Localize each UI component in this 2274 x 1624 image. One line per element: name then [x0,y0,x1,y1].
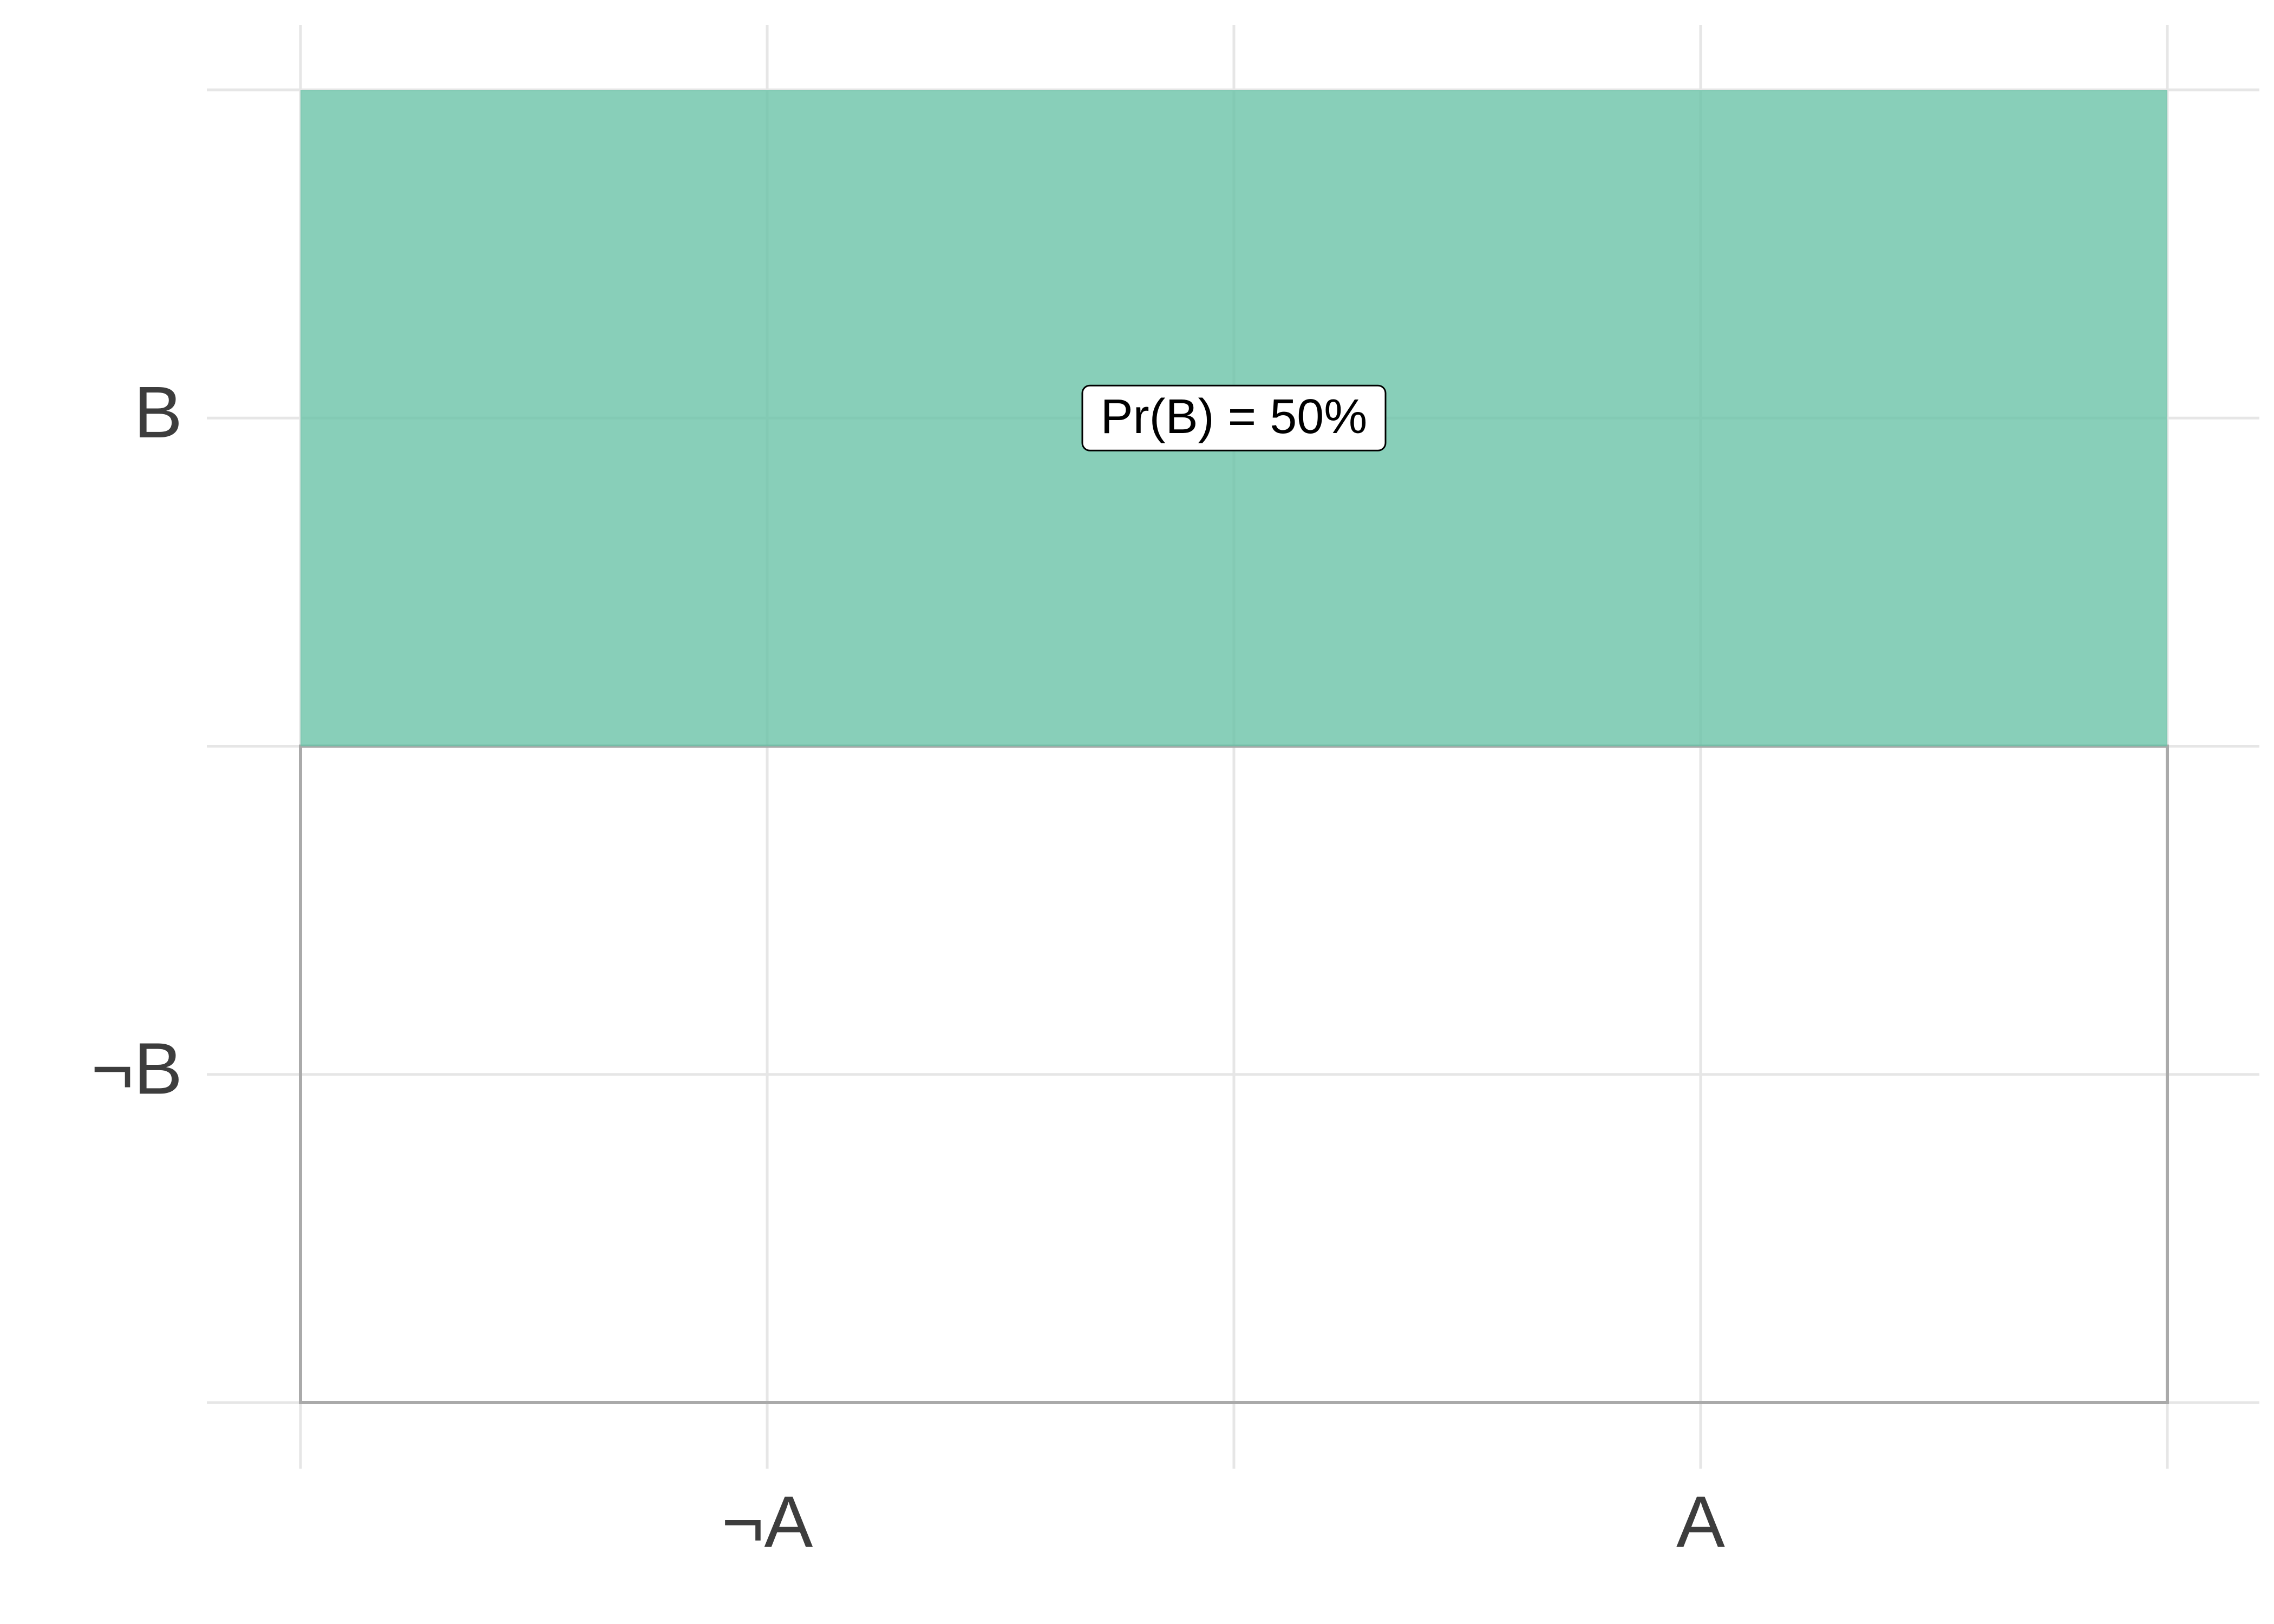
label-box [1081,384,1387,451]
value-label: Pr(B) = 50% [1101,390,1368,444]
y-tick-label: ¬B [91,1027,182,1109]
x-tick-label: A [1676,1481,1725,1563]
y-tick-label: B [134,371,182,453]
x-tick-label: ¬A [722,1481,813,1563]
